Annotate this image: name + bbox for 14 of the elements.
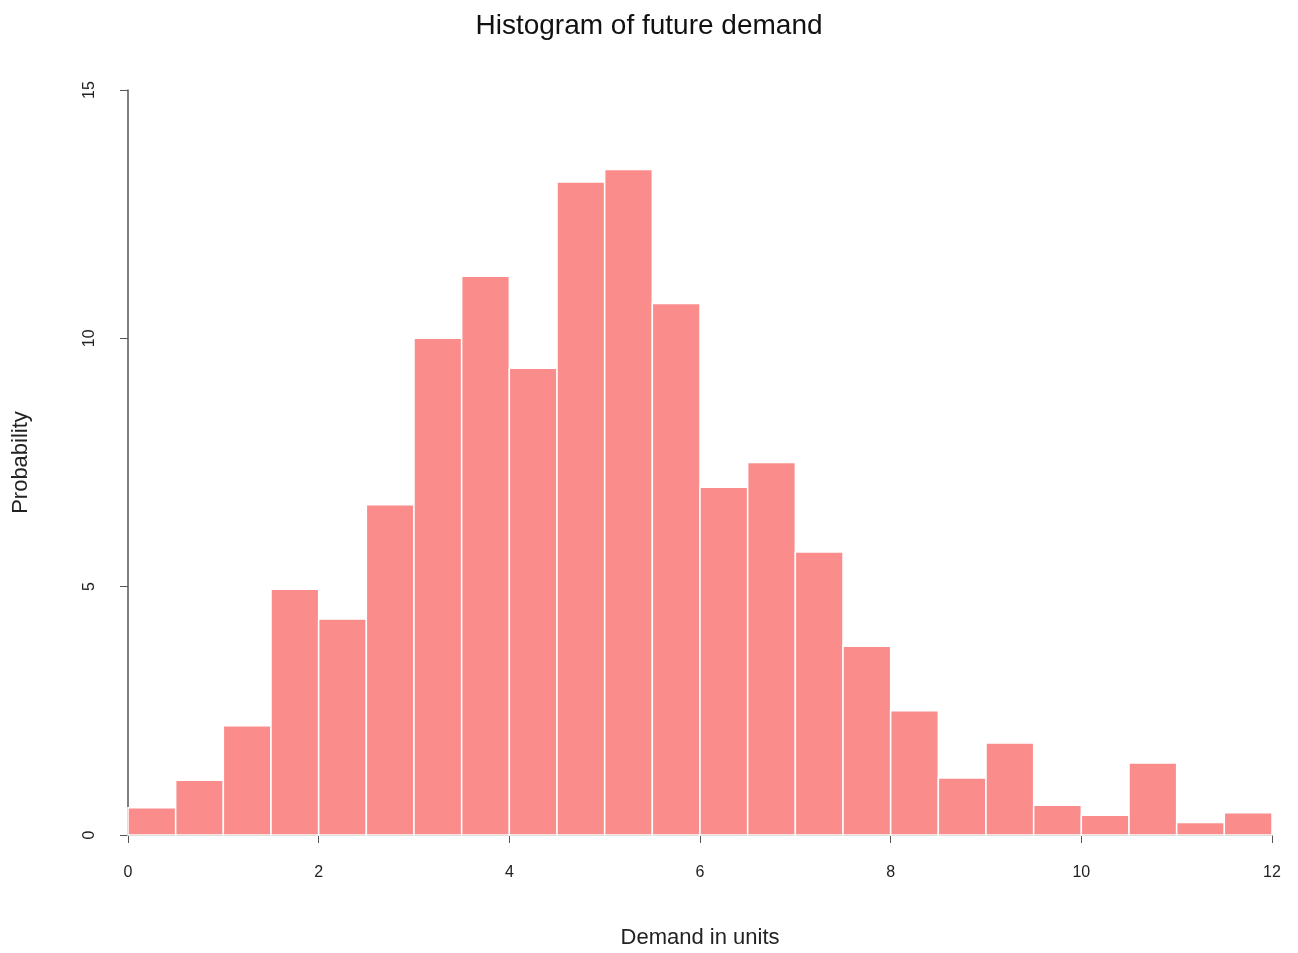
y-tick-label: 15 (79, 81, 97, 99)
y-tick-label: 5 (79, 582, 97, 592)
x-tick-label: 10 (1072, 862, 1091, 880)
x-axis-title: Demand in units (620, 923, 780, 949)
x-tick-label: 4 (504, 862, 514, 880)
chart-title: Histogram of future demand (475, 8, 823, 40)
x-tick-label: 6 (695, 862, 705, 880)
x-tick-label: 12 (1263, 862, 1281, 880)
x-tick-label: 8 (886, 862, 896, 880)
y-axis-title: Probability (6, 411, 32, 514)
y-tick-label: 0 (79, 830, 97, 840)
y-tick-label: 10 (79, 329, 97, 348)
x-tick-label: 0 (123, 862, 133, 880)
x-tick-label: 2 (314, 862, 324, 880)
